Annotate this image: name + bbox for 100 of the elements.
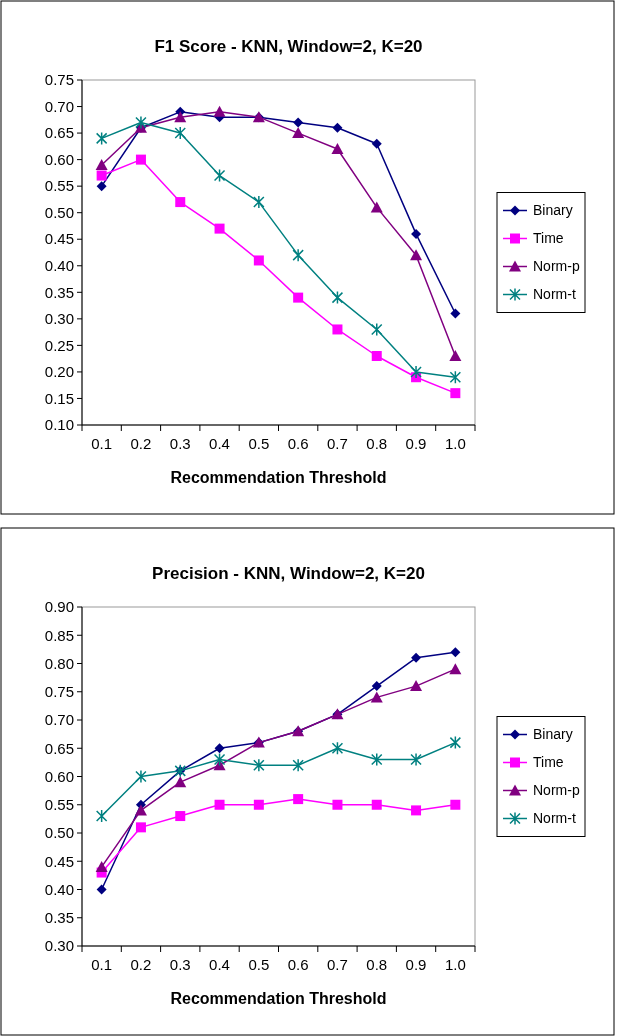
y-tick-label: 0.25 <box>44 336 74 354</box>
x-tick-label: 0.3 <box>169 435 191 452</box>
legend-label: Binary <box>533 726 573 743</box>
x-tick-label: 0.1 <box>91 435 113 452</box>
point <box>332 799 343 810</box>
point <box>95 860 108 872</box>
point <box>410 680 423 692</box>
point <box>95 809 108 823</box>
x-tick-label: 1.0 <box>444 435 466 452</box>
y-tick-label: 0.60 <box>44 767 74 785</box>
point <box>410 249 423 261</box>
x-tick-label: 0.9 <box>405 435 427 452</box>
point <box>450 799 461 810</box>
y-tick-label: 0.40 <box>44 257 74 275</box>
point <box>213 168 226 183</box>
point <box>371 351 382 361</box>
point <box>292 248 304 262</box>
point <box>371 799 382 810</box>
point <box>370 691 383 703</box>
point <box>370 201 383 213</box>
y-tick-label: 0.80 <box>44 654 74 672</box>
y-tick-label: 0.45 <box>44 230 74 248</box>
point <box>371 322 383 337</box>
x-tick-label: 0.3 <box>169 956 191 973</box>
y-tick-label: 0.35 <box>44 909 74 926</box>
point <box>450 388 461 399</box>
x-tick-label: 0.5 <box>248 435 270 452</box>
point <box>410 365 422 379</box>
y-tick-label: 0.60 <box>44 150 74 168</box>
x-tick-label: 0.6 <box>287 956 309 973</box>
point <box>96 884 107 895</box>
point <box>331 143 344 154</box>
point <box>96 181 107 192</box>
y-tick-label: 0.20 <box>44 363 74 381</box>
legend-label: Norm-t <box>533 810 576 827</box>
x-tick-label: 0.7 <box>327 956 348 973</box>
point <box>253 799 264 810</box>
x-tick-label: 0.2 <box>130 435 152 452</box>
point <box>95 158 108 170</box>
point <box>214 799 225 810</box>
x-tick-label: 0.4 <box>209 435 230 452</box>
point <box>371 681 382 692</box>
y-tick-label: 0.30 <box>44 310 74 328</box>
point <box>253 758 265 772</box>
point <box>411 652 422 663</box>
y-tick-label: 0.50 <box>44 203 74 221</box>
point <box>450 308 461 319</box>
point <box>292 758 304 772</box>
point <box>292 127 305 139</box>
y-tick-label: 0.15 <box>44 389 74 407</box>
y-tick-label: 0.30 <box>44 937 74 955</box>
x-tick-label: 0.8 <box>366 956 388 973</box>
x-axis-title: Recommendation Threshold <box>170 469 387 486</box>
point <box>175 811 186 822</box>
point <box>331 290 344 305</box>
point <box>174 776 187 788</box>
legend-label: Binary <box>533 202 573 219</box>
y-tick-label: 0.90 <box>44 598 74 616</box>
legend-label: Norm-t <box>533 286 576 303</box>
x-tick-label: 0.8 <box>366 435 388 452</box>
y-tick-label: 0.70 <box>44 97 74 115</box>
point <box>332 122 343 133</box>
y-tick-label: 0.55 <box>44 177 74 195</box>
x-tick-label: 0.4 <box>209 956 230 973</box>
point <box>213 105 226 117</box>
point <box>253 255 264 266</box>
point <box>253 195 265 209</box>
x-tick-label: 0.7 <box>327 435 348 452</box>
point <box>293 794 304 805</box>
y-tick-label: 0.40 <box>44 880 74 898</box>
y-tick-label: 0.55 <box>44 796 74 813</box>
point <box>449 350 462 361</box>
x-tick-label: 0.5 <box>248 956 270 973</box>
x-tick-label: 0.1 <box>91 956 113 973</box>
point <box>449 370 462 384</box>
y-tick-label: 0.70 <box>44 711 74 729</box>
chart-title: Precision - KNN, Window=2, K=20 <box>152 564 425 583</box>
point <box>135 822 146 833</box>
y-tick-label: 0.65 <box>44 739 74 757</box>
point <box>175 197 186 208</box>
y-tick-label: 0.35 <box>44 283 74 301</box>
point <box>214 223 225 234</box>
x-tick-label: 0.2 <box>130 956 152 973</box>
y-tick-label: 0.65 <box>44 124 74 142</box>
point <box>371 752 383 767</box>
y-tick-label: 0.50 <box>44 824 74 842</box>
point <box>174 126 186 140</box>
point <box>332 324 343 335</box>
x-tick-label: 0.6 <box>287 435 309 452</box>
point <box>371 138 382 149</box>
point <box>450 647 461 658</box>
y-tick-label: 0.45 <box>44 852 74 870</box>
point <box>411 805 422 816</box>
point <box>293 117 304 128</box>
point <box>411 228 422 239</box>
point <box>135 769 147 784</box>
point <box>293 292 304 303</box>
x-tick-label: 0.9 <box>405 956 427 973</box>
y-tick-label: 0.75 <box>44 71 74 89</box>
legend-label: Time <box>533 754 564 771</box>
